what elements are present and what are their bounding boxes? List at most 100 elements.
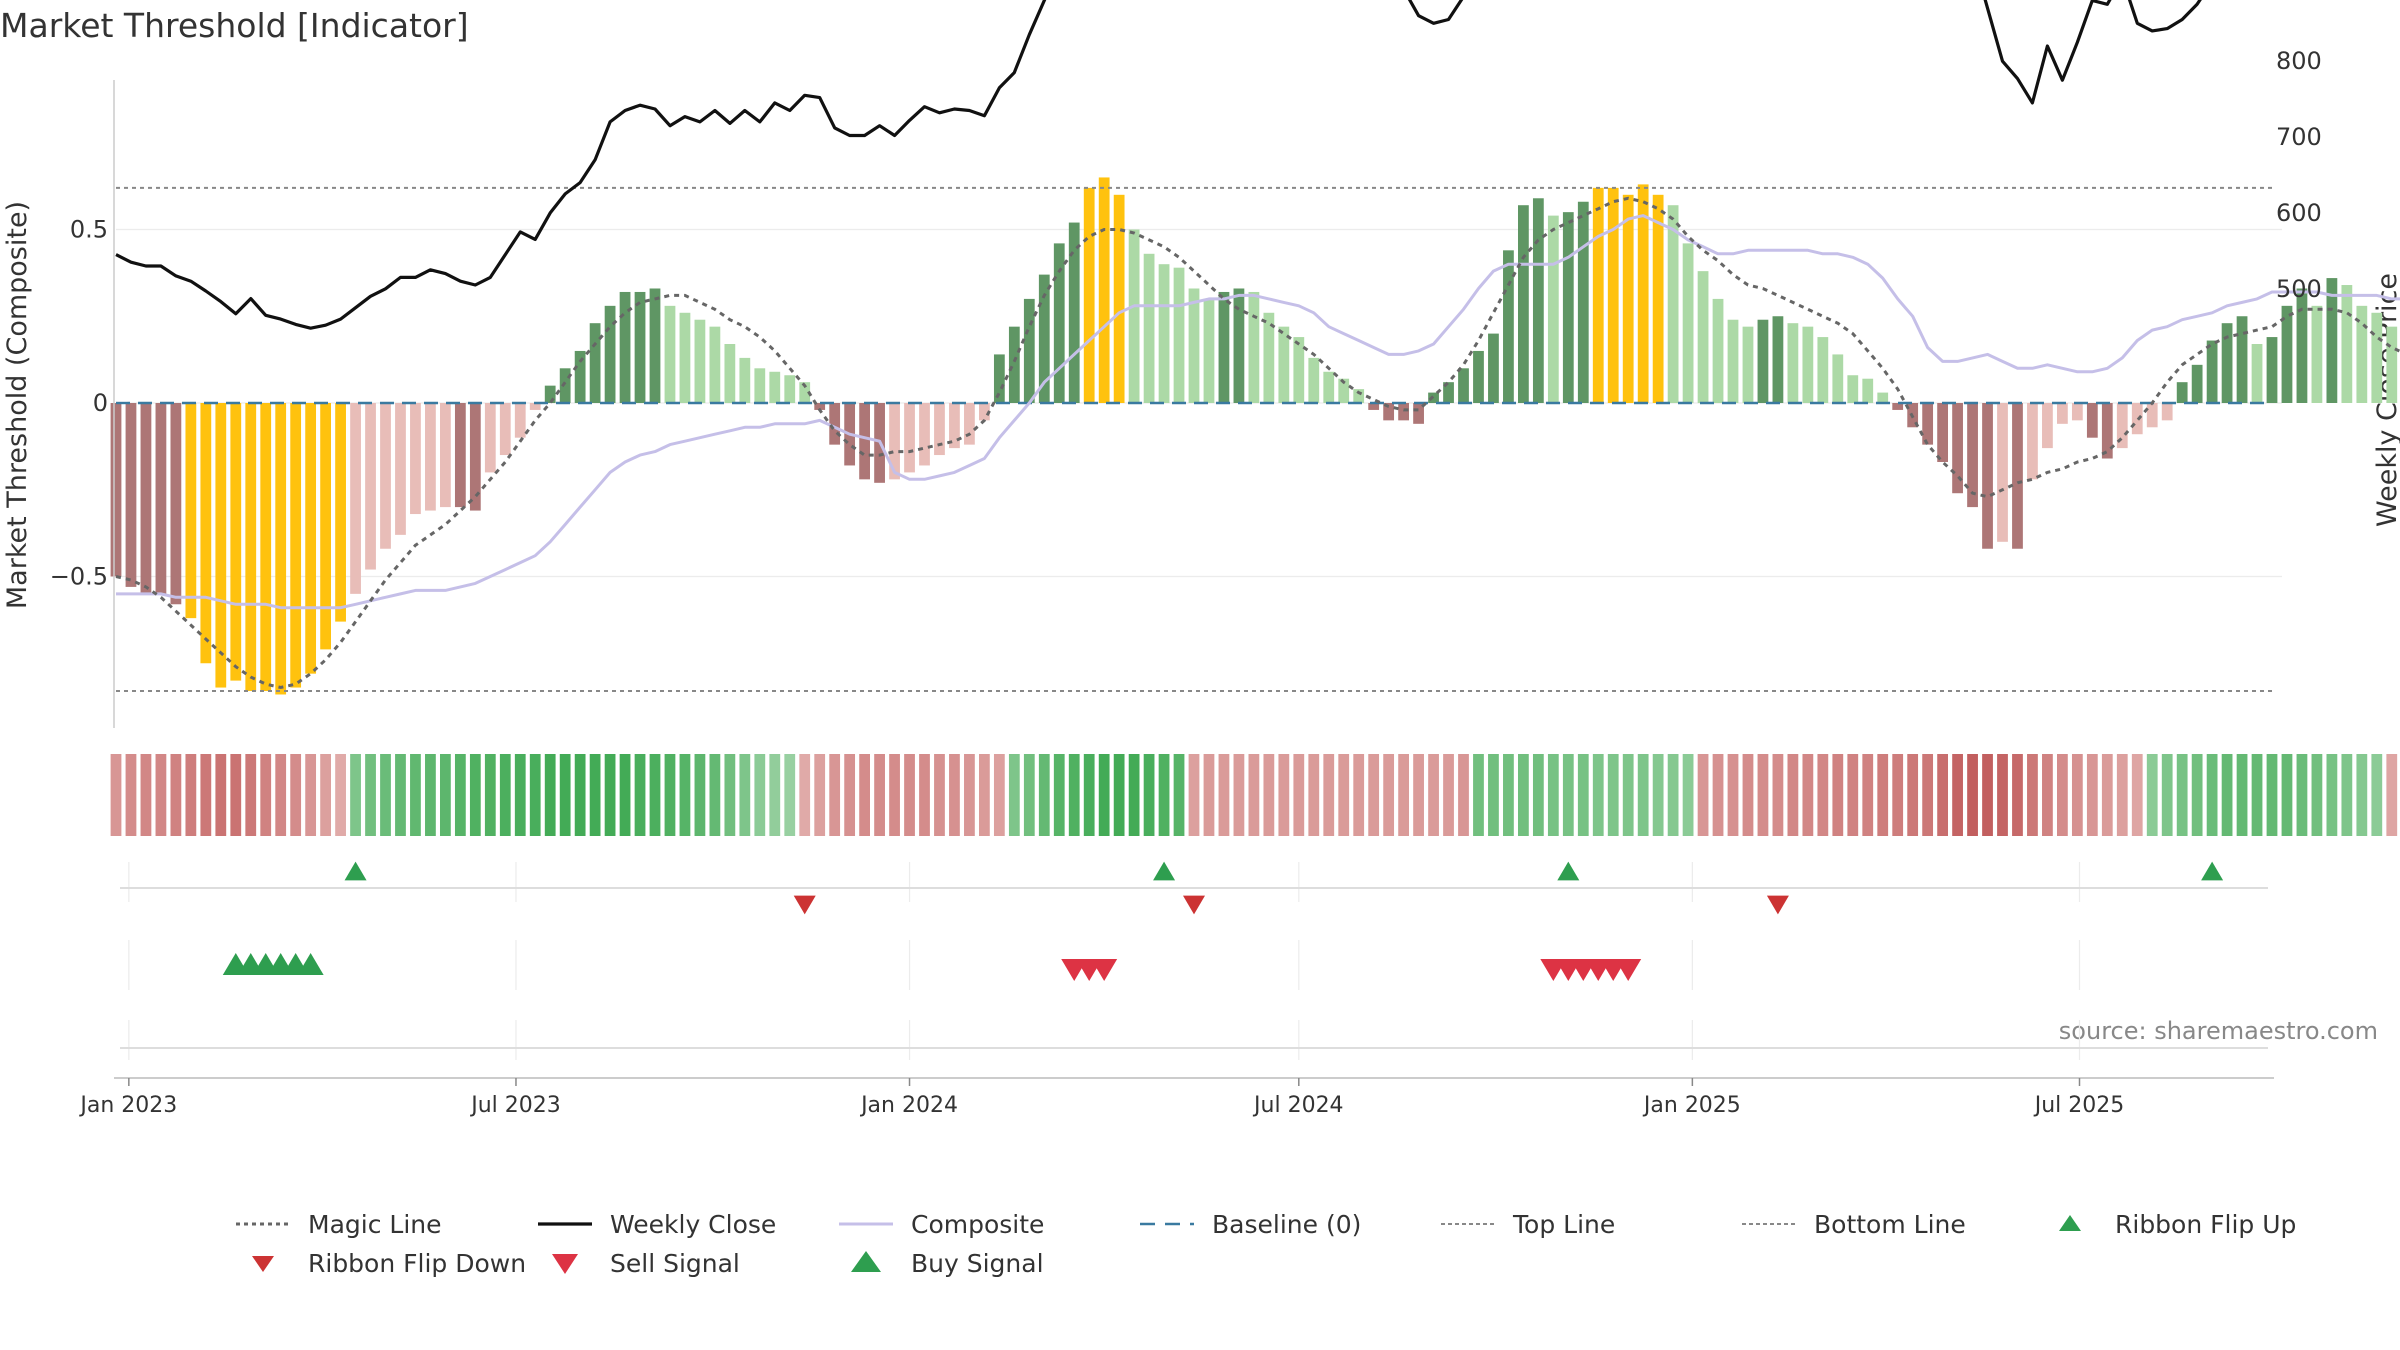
composite-bar: [1832, 354, 1844, 403]
ribbon-cell: [2012, 754, 2023, 836]
ribbon-cell: [1907, 754, 1919, 836]
composite-bar: [484, 403, 496, 473]
ribbon-cell: [784, 754, 796, 836]
ribbon-cell: [2371, 754, 2383, 836]
y-right-tick-label: 500: [2276, 275, 2322, 303]
ribbon-cell: [874, 754, 885, 836]
composite-bar: [320, 403, 332, 650]
composite-bar: [2027, 403, 2038, 480]
ribbon-cell: [1473, 754, 1484, 836]
composite-bar: [2356, 305, 2368, 403]
ribbon-cell: [904, 754, 915, 836]
ribbon-cell: [2296, 754, 2308, 836]
composite-bar: [1473, 350, 1484, 403]
composite-bar: [904, 403, 915, 473]
ribbon-cell: [978, 754, 990, 836]
legend-label: Sell Signal: [610, 1249, 740, 1278]
composite-bar: [799, 382, 811, 403]
legend-label: Magic Line: [308, 1210, 442, 1239]
composite-bar: [1338, 378, 1350, 403]
ribbon-cell: [1607, 754, 1619, 836]
ribbon-cell: [1068, 754, 1080, 836]
signal-markers: [120, 861, 2268, 1049]
y-left-tick-label: −0.5: [50, 563, 108, 591]
ribbon-cell: [1967, 754, 1978, 836]
ribbon-cell: [395, 754, 406, 836]
composite-bar: [949, 403, 960, 449]
composite-bar: [1517, 205, 1529, 403]
ribbon-cell: [1892, 754, 1904, 836]
ribbon-flip-down-marker: [1183, 895, 1205, 915]
weekly-close-line: [115, 0, 2202, 330]
composite-bar: [619, 291, 631, 403]
composite-bar: [1458, 368, 1469, 403]
ribbon-cell: [425, 754, 436, 836]
ribbon-cell: [1997, 754, 2008, 836]
ribbon-cell: [2326, 754, 2338, 836]
composite-bar: [978, 403, 990, 421]
ribbon-cell: [2176, 754, 2188, 836]
ribbon-cell: [2236, 754, 2248, 836]
composite-bar: [2236, 316, 2248, 403]
composite-bar: [2042, 403, 2053, 449]
composite-bars: [110, 177, 2398, 695]
ribbon-cell: [365, 754, 376, 836]
composite-bar: [1682, 243, 1694, 403]
composite-bar: [784, 375, 796, 403]
legend-item: Bottom Line: [1742, 1210, 1966, 1239]
ribbon-cell: [604, 754, 616, 836]
ribbon-cell: [1532, 754, 1544, 836]
ribbon-cell: [709, 754, 721, 836]
ribbon-cell: [559, 754, 571, 836]
ribbon-cell: [859, 754, 871, 836]
ribbon-cell: [1697, 754, 1709, 836]
composite-bar: [1173, 267, 1185, 403]
ribbon-cell: [1383, 754, 1395, 836]
ribbon-cell: [275, 754, 287, 836]
ribbon-cell: [1143, 754, 1155, 836]
composite-bar: [305, 403, 317, 674]
composite-bar: [395, 403, 406, 535]
composite-bar: [1787, 323, 1799, 403]
ribbon-cell: [110, 754, 122, 836]
composite-bar: [1308, 357, 1320, 403]
ribbon-cell: [1038, 754, 1050, 836]
composite-bar: [469, 403, 481, 511]
ribbon-cell: [1742, 754, 1754, 836]
ribbon-cell: [140, 754, 152, 836]
composite-bar: [1967, 403, 1978, 508]
ribbon-cell: [1787, 754, 1799, 836]
ribbon-cell: [949, 754, 960, 836]
ribbon-cell: [1278, 754, 1290, 836]
ribbon-cell: [1233, 754, 1245, 836]
ribbon-cell: [679, 754, 691, 836]
legend-swatch: [851, 1251, 881, 1272]
chart-title: Market Threshold [Indicator]: [0, 6, 469, 45]
composite-bar: [170, 403, 182, 605]
composite-bar: [110, 403, 122, 577]
composite-bar: [454, 403, 466, 508]
ribbon-cell: [754, 754, 766, 836]
ribbon-cell: [125, 754, 137, 836]
ribbon-cell: [1218, 754, 1230, 836]
composite-bar: [574, 350, 586, 403]
composite-bar: [1652, 194, 1664, 403]
composite-bar: [829, 403, 841, 445]
legend-label: Ribbon Flip Down: [308, 1249, 526, 1278]
composite-bar: [1503, 250, 1514, 403]
composite-bar: [1577, 201, 1589, 403]
composite-bar: [2221, 323, 2233, 403]
ribbon-cell: [2206, 754, 2218, 836]
ribbon-cell: [290, 754, 302, 836]
legend-item: Magic Line: [236, 1210, 442, 1239]
composite-bar: [155, 403, 167, 594]
composite-bar: [2296, 288, 2308, 403]
ribbon-cell: [439, 754, 451, 836]
composite-bar: [649, 288, 661, 403]
ribbon-cell: [724, 754, 736, 836]
ribbon-cell: [1937, 754, 1949, 836]
composite-line: [116, 214, 2400, 610]
composite-bar: [694, 319, 706, 403]
